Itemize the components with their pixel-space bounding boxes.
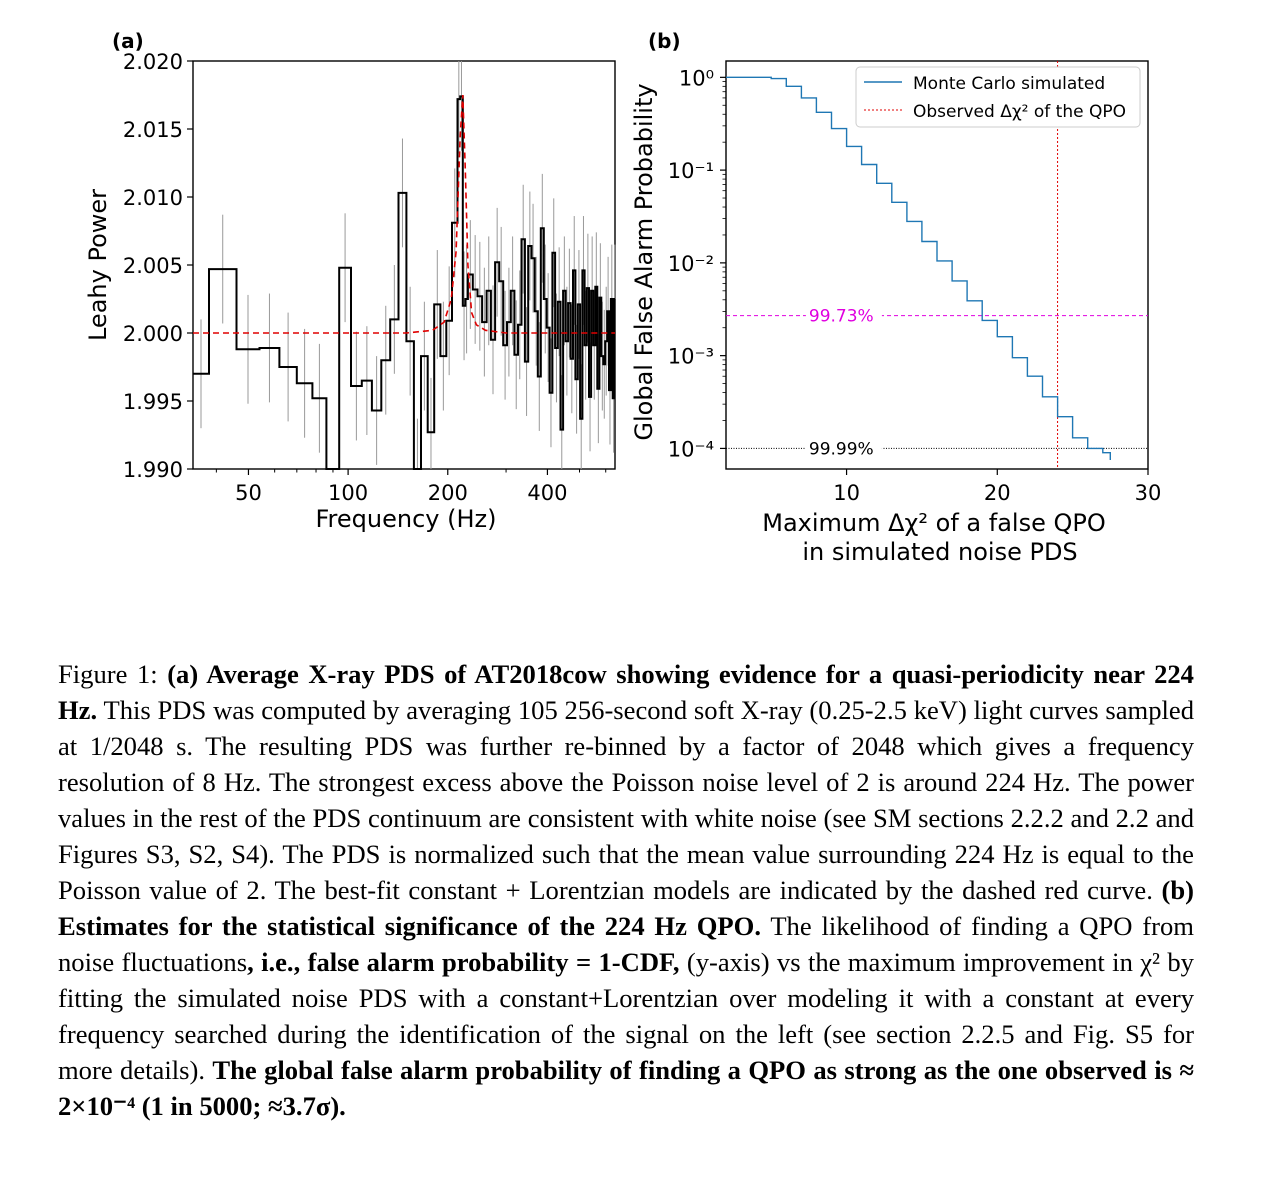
- panel-b-xlabel-line1: Maximum Δχ² of a false QPO: [762, 509, 1106, 537]
- panel-b-ylabel: Global False Alarm Probability: [630, 83, 658, 440]
- x-tick-label: 200: [428, 481, 468, 505]
- caption-b-conclusion: The global false alarm probability of fi…: [58, 1055, 1194, 1121]
- panel-a-y-ticks: 2.020 2.015 2.010 2.005 2.000 1.995 1.990: [123, 50, 193, 482]
- panel-a-model-curve: [193, 94, 615, 334]
- panel-b-frame: [725, 60, 1149, 470]
- y-tick-label: 10⁻²: [668, 252, 714, 276]
- y-tick-label: 10⁻³: [668, 345, 714, 369]
- y-tick-label: 2.005: [123, 254, 183, 278]
- y-tick-label: 2.015: [123, 118, 183, 142]
- panel-b-xlabel-line2: in simulated noise PDS: [802, 538, 1077, 566]
- y-tick-label: 2.000: [123, 322, 183, 346]
- panel-b-y-ticks: 10⁰ 10⁻¹ 10⁻² 10⁻³ 10⁻⁴: [668, 66, 726, 461]
- panel-b-4sigma-label: 99.99%: [809, 439, 874, 459]
- y-tick-label: 10⁻⁴: [668, 437, 714, 461]
- caption-b-fap: i.e., false alarm probability = 1-CDF,: [261, 947, 680, 977]
- x-tick-label: 400: [527, 481, 567, 505]
- caption-b-comma: ,: [247, 947, 254, 977]
- panel-b-x-ticks: 10 20 30: [833, 469, 1161, 505]
- y-tick-label: 1.990: [123, 458, 183, 482]
- x-tick-label: 100: [328, 481, 368, 505]
- panel-a-label: (a): [112, 29, 144, 53]
- figure-caption: Figure 1: (a) Average X-ray PDS of AT201…: [58, 656, 1194, 1124]
- panel-b-3sigma-label: 99.73%: [809, 307, 874, 327]
- panel-b-3sigma-label-bg: [805, 306, 882, 325]
- panel-a-x-ticks: 50 100 200 400: [215, 469, 607, 505]
- panel-a-ylabel: Leahy Power: [84, 189, 112, 341]
- y-tick-label: 1.995: [123, 390, 183, 414]
- x-tick-label: 50: [235, 481, 262, 505]
- legend-obs-label: Observed Δχ² of the QPO: [913, 102, 1126, 122]
- x-tick-label: 10: [833, 481, 860, 505]
- x-tick-label: 20: [984, 481, 1011, 505]
- caption-fig-label: Figure 1:: [58, 659, 158, 689]
- caption-a-heading: (a) Average X-ray PDS of AT2018cow showi…: [58, 659, 1194, 725]
- panel-a-xlabel: Frequency (Hz): [316, 505, 497, 533]
- caption-b-text2: (y-axis) vs the maximum improvement in χ…: [58, 947, 1194, 1085]
- panel-b-4sigma-label-bg: [805, 439, 882, 458]
- y-tick-label: 2.010: [123, 186, 183, 210]
- caption-a-text: This PDS was computed by averaging 105 2…: [58, 695, 1194, 905]
- legend-mc-label: Monte Carlo simulated: [913, 74, 1105, 94]
- x-tick-label: 30: [1135, 481, 1162, 505]
- caption-b-heading: (b) Estimates for the statistical signif…: [58, 875, 1194, 941]
- panel-a-pds-step-line: [193, 95, 616, 470]
- panel-b-mc-curve: [726, 76, 1111, 460]
- panel-b-label: (b): [648, 29, 681, 53]
- y-tick-label: 10⁻¹: [668, 159, 714, 183]
- caption-b-text1: The likelihood of finding a QPO from noi…: [58, 911, 1194, 977]
- y-tick-label: 2.020: [123, 50, 183, 74]
- panel-b-legend: Monte Carlo simulated Observed Δχ² of th…: [855, 66, 1141, 128]
- figure: (a) 2.0202.0152.0102.0052.0001.9951.990 …: [84, 29, 1161, 566]
- y-tick-label: 10⁰: [679, 66, 714, 90]
